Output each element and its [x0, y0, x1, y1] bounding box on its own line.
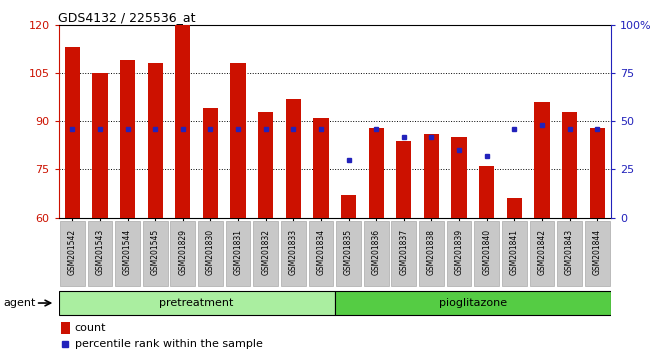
- Text: agent: agent: [3, 298, 36, 308]
- Text: GSM201837: GSM201837: [399, 229, 408, 275]
- FancyBboxPatch shape: [474, 221, 499, 286]
- Bar: [65, 47, 80, 218]
- FancyBboxPatch shape: [364, 221, 389, 286]
- FancyBboxPatch shape: [254, 221, 278, 286]
- Text: GSM201839: GSM201839: [454, 229, 463, 275]
- Text: GSM201838: GSM201838: [427, 229, 436, 275]
- Bar: [562, 112, 577, 218]
- FancyBboxPatch shape: [170, 221, 195, 286]
- Bar: [341, 195, 356, 218]
- Bar: [120, 60, 135, 218]
- Text: GSM201834: GSM201834: [317, 229, 326, 275]
- Bar: [148, 63, 162, 218]
- Text: GSM201840: GSM201840: [482, 229, 491, 275]
- Bar: [176, 25, 190, 218]
- FancyBboxPatch shape: [309, 221, 333, 286]
- FancyBboxPatch shape: [58, 291, 335, 315]
- Text: GSM201833: GSM201833: [289, 229, 298, 275]
- FancyBboxPatch shape: [88, 221, 112, 286]
- FancyBboxPatch shape: [226, 221, 250, 286]
- Text: GSM201831: GSM201831: [233, 229, 242, 275]
- Bar: [231, 63, 246, 218]
- Text: GSM201829: GSM201829: [178, 229, 187, 275]
- FancyBboxPatch shape: [336, 221, 361, 286]
- Text: percentile rank within the sample: percentile rank within the sample: [75, 339, 263, 349]
- FancyBboxPatch shape: [447, 221, 471, 286]
- Bar: [286, 99, 301, 218]
- Bar: [258, 112, 273, 218]
- FancyBboxPatch shape: [335, 291, 611, 315]
- Bar: [369, 128, 383, 218]
- Text: GSM201844: GSM201844: [593, 229, 602, 275]
- Text: pioglitazone: pioglitazone: [439, 298, 507, 308]
- Bar: [203, 108, 218, 218]
- Bar: [313, 118, 328, 218]
- FancyBboxPatch shape: [391, 221, 416, 286]
- Text: GSM201542: GSM201542: [68, 229, 77, 275]
- FancyBboxPatch shape: [115, 221, 140, 286]
- Bar: [424, 134, 439, 218]
- Bar: [479, 166, 494, 218]
- FancyBboxPatch shape: [143, 221, 168, 286]
- Text: GSM201545: GSM201545: [151, 229, 160, 275]
- Text: GSM201843: GSM201843: [565, 229, 574, 275]
- Bar: [92, 73, 107, 218]
- FancyBboxPatch shape: [60, 221, 84, 286]
- FancyBboxPatch shape: [502, 221, 526, 286]
- Bar: [60, 322, 70, 334]
- Text: GSM201832: GSM201832: [261, 229, 270, 275]
- Text: GSM201836: GSM201836: [372, 229, 381, 275]
- Bar: [396, 141, 411, 218]
- Text: GDS4132 / 225536_at: GDS4132 / 225536_at: [58, 11, 196, 24]
- Text: GSM201835: GSM201835: [344, 229, 353, 275]
- FancyBboxPatch shape: [557, 221, 582, 286]
- Text: GSM201842: GSM201842: [538, 229, 547, 275]
- Bar: [452, 137, 467, 218]
- Bar: [507, 198, 522, 218]
- Text: pretreatment: pretreatment: [159, 298, 234, 308]
- Text: GSM201544: GSM201544: [123, 229, 132, 275]
- FancyBboxPatch shape: [281, 221, 306, 286]
- Text: GSM201841: GSM201841: [510, 229, 519, 275]
- Bar: [590, 128, 605, 218]
- FancyBboxPatch shape: [530, 221, 554, 286]
- Text: GSM201543: GSM201543: [96, 229, 105, 275]
- Text: GSM201830: GSM201830: [206, 229, 215, 275]
- FancyBboxPatch shape: [198, 221, 223, 286]
- Text: count: count: [75, 323, 106, 333]
- FancyBboxPatch shape: [585, 221, 610, 286]
- FancyBboxPatch shape: [419, 221, 444, 286]
- Bar: [534, 102, 549, 218]
